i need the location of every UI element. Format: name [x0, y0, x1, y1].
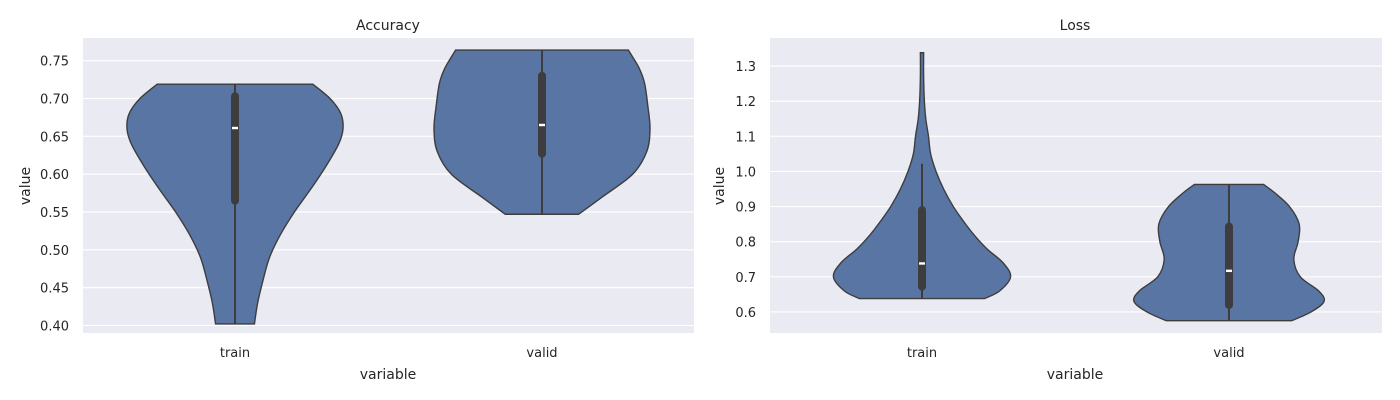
accuracy-y-tick-label: 0.40 [40, 319, 69, 334]
loss-y-axis-label: value [712, 167, 728, 205]
accuracy-x-ticks: train valid [220, 346, 558, 361]
loss-plot: 0.6 0.7 0.8 0.9 1.0 1.1 1.2 1.3 train valid Loss… [712, 18, 1382, 383]
loss-median-train [919, 262, 925, 265]
accuracy-y-tick-label: 0.45 [40, 282, 69, 297]
loss-violins [832, 52, 1326, 322]
loss-y-tick-label: 0.9 [735, 201, 756, 216]
accuracy-x-tick-label-valid: valid [526, 346, 557, 361]
accuracy-median-train [232, 126, 238, 130]
accuracy-y-axis-label: value [18, 167, 34, 205]
accuracy-y-tick-label: 0.70 [40, 93, 69, 108]
accuracy-violins [126, 49, 651, 325]
loss-y-tick-label: 0.6 [735, 306, 756, 321]
loss-y-tick-label: 1.3 [735, 60, 756, 75]
loss-y-tick-label: 1.1 [735, 130, 756, 145]
loss-median-valid [1226, 269, 1232, 273]
loss-x-tick-label-valid: valid [1213, 346, 1244, 361]
accuracy-y-ticks: 0.40 0.45 0.50 0.55 0.60 0.65 0.70 0.75 [40, 55, 69, 335]
accuracy-x-tick-label-train: train [220, 346, 250, 361]
accuracy-plot: 0.40 0.45 0.50 0.55 0.60 0.65 0.70 0.75 train va… [18, 18, 694, 383]
accuracy-y-tick-label: 0.65 [40, 130, 69, 145]
loss-y-tick-label: 0.8 [735, 236, 756, 251]
loss-x-tick-label-train: train [907, 346, 937, 361]
accuracy-y-tick-label: 0.55 [40, 206, 69, 221]
accuracy-title: Accuracy [356, 18, 420, 34]
accuracy-y-tick-label: 0.50 [40, 244, 69, 259]
loss-title: Loss [1060, 18, 1091, 34]
loss-x-axis-label: variable [1047, 367, 1103, 383]
loss-y-tick-label: 1.0 [735, 165, 756, 180]
loss-y-tick-label: 1.2 [735, 95, 756, 110]
accuracy-x-axis-label: variable [360, 367, 416, 383]
loss-y-tick-label: 0.7 [735, 271, 756, 286]
accuracy-y-tick-label: 0.60 [40, 168, 69, 183]
loss-x-ticks: train valid [907, 346, 1245, 361]
accuracy-median-valid [539, 123, 545, 127]
accuracy-y-tick-label: 0.75 [40, 55, 69, 70]
loss-y-ticks: 0.6 0.7 0.8 0.9 1.0 1.1 1.2 1.3 [735, 60, 756, 321]
